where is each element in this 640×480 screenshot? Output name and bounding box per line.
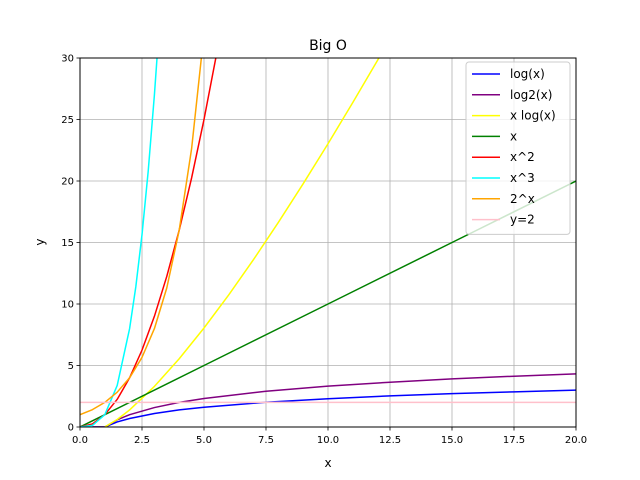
y-tick-label: 10 bbox=[61, 300, 74, 311]
x-tick-label: 5.0 bbox=[196, 435, 212, 446]
legend-label: x^3 bbox=[510, 171, 535, 185]
x-tick-label: 10.0 bbox=[317, 435, 339, 446]
legend-label: y=2 bbox=[510, 213, 535, 227]
y-tick-label: 25 bbox=[61, 115, 74, 126]
y-tick-label: 30 bbox=[61, 54, 74, 65]
x-axis-label: x bbox=[324, 456, 331, 470]
axis-ticks: 0.0 2.5 5.0 7.5 10.0 12.5 15.0 17.5 20.0 0 5 10 15 20… bbox=[61, 54, 587, 447]
series-line-1 bbox=[92, 373, 576, 427]
x-tick-label: 17.5 bbox=[503, 435, 525, 446]
series-line-6 bbox=[80, 58, 203, 416]
legend-label: log2(x) bbox=[510, 88, 552, 102]
y-tick-label: 20 bbox=[61, 177, 74, 188]
y-axis-label: y bbox=[33, 238, 47, 245]
chart-title: Big O bbox=[309, 38, 347, 54]
legend-label: log(x) bbox=[510, 67, 545, 81]
x-tick-label: 2.5 bbox=[134, 435, 150, 446]
x-tick-label: 7.5 bbox=[258, 435, 274, 446]
legend-box bbox=[465, 61, 571, 235]
series-line-0 bbox=[92, 389, 576, 427]
legend-label: 2^x bbox=[510, 192, 535, 206]
y-tick-label: 15 bbox=[61, 238, 74, 249]
x-tick-label: 20.0 bbox=[565, 435, 587, 446]
series-layer bbox=[80, 58, 576, 427]
x-tick-label: 0.0 bbox=[72, 435, 88, 446]
legend-label: x bbox=[510, 129, 517, 143]
y-tick-label: 5 bbox=[68, 361, 74, 372]
y-tick-label: 0 bbox=[68, 423, 74, 434]
series-line-2 bbox=[104, 58, 380, 427]
x-tick-label: 15.0 bbox=[441, 435, 463, 446]
legend-label: x log(x) bbox=[510, 109, 556, 123]
x-tick-label: 12.5 bbox=[379, 435, 401, 446]
legend-label: x^2 bbox=[510, 150, 535, 164]
series-line-5 bbox=[80, 58, 158, 427]
legend: log(x) log2(x) x log(x) x x^2 x^3 2^x y=2 bbox=[465, 61, 571, 235]
